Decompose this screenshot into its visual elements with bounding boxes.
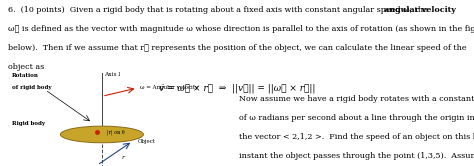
- Text: 6.  (10 points)  Given a rigid body that is rotating about a fixed axis with con: 6. (10 points) Given a rigid body that i…: [8, 6, 430, 14]
- Text: instant the object passes through the point (1,3,5).  Assume the distance: instant the object passes through the po…: [239, 152, 474, 160]
- Text: Object: Object: [137, 139, 155, 144]
- Text: object as: object as: [8, 63, 44, 71]
- Text: below).  Then if we assume that r⃗ represents the position of the object, we can: below). Then if we assume that r⃗ repres…: [8, 44, 466, 52]
- Text: of ω radians per second about a line through the origin in the direction of: of ω radians per second about a line thr…: [239, 114, 474, 122]
- Text: ṽ = ω⃗ × r⃗  ⇒  ||v⃗|| = ||ω⃗ × r⃗||: ṽ = ω⃗ × r⃗ ⇒ ||v⃗|| = ||ω⃗ × r⃗||: [159, 83, 315, 93]
- Text: angular velocity: angular velocity: [384, 6, 456, 14]
- Text: Axis l: Axis l: [104, 72, 120, 77]
- Text: Now assume we have a rigid body rotates with a constant angular speed: Now assume we have a rigid body rotates …: [239, 95, 474, 103]
- Text: r: r: [122, 155, 125, 160]
- Text: the vector < 2,1,2 >.  Find the speed of an object on this body at the: the vector < 2,1,2 >. Find the speed of …: [239, 133, 474, 141]
- Text: ω = Angular velocity: ω = Angular velocity: [140, 85, 198, 90]
- Text: of rigid body: of rigid body: [12, 85, 52, 90]
- Text: ω⃗ is defined as the vector with magnitude ω whose direction is parallel to the : ω⃗ is defined as the vector with magnitu…: [8, 25, 474, 33]
- Ellipse shape: [61, 126, 143, 143]
- Text: Rotation: Rotation: [12, 73, 39, 78]
- Text: |r| on θ: |r| on θ: [107, 129, 124, 135]
- Text: Rigid body: Rigid body: [12, 121, 45, 126]
